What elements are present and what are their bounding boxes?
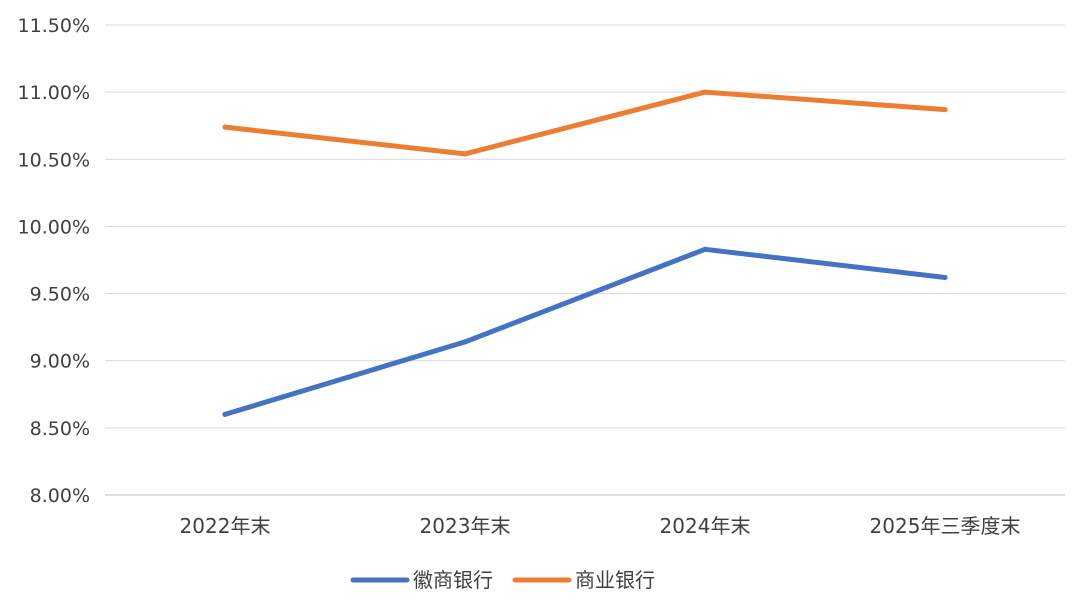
- legend: 徽商银行 商业银行: [350, 568, 655, 592]
- y-tick-label: 11.50%: [18, 15, 90, 37]
- y-tick-label: 10.50%: [18, 149, 90, 171]
- y-tick-label: 8.00%: [30, 485, 90, 507]
- data-point: [702, 89, 708, 95]
- data-point: [942, 274, 948, 280]
- y-tick-label: 9.00%: [30, 351, 90, 373]
- series-lines: [222, 89, 948, 417]
- legend-label: 徽商银行: [413, 568, 493, 592]
- x-tick-label: 2023年末: [420, 514, 511, 538]
- y-tick-label: 8.50%: [30, 418, 90, 440]
- x-tick-label: 2024年末: [660, 514, 751, 538]
- x-axis-tick-labels: 2022年末 2023年末 2024年末 2025年三季度末: [180, 514, 1021, 538]
- data-point: [222, 411, 228, 417]
- series-line-1: [222, 246, 948, 417]
- y-tick-label: 10.00%: [18, 216, 90, 238]
- series-line-2: [222, 89, 948, 157]
- x-tick-label: 2022年末: [180, 514, 271, 538]
- y-tick-label: 9.50%: [30, 284, 90, 306]
- gridlines: [105, 24, 1065, 496]
- legend-label: 商业银行: [575, 568, 655, 592]
- x-tick-label: 2025年三季度末: [870, 514, 1021, 538]
- data-point: [462, 339, 468, 345]
- y-axis-tick-labels: 8.00% 8.50% 9.00% 9.50% 10.00% 10.50% 11.00% 11…: [18, 15, 90, 507]
- data-point: [702, 246, 708, 252]
- data-point: [462, 151, 468, 157]
- y-tick-label: 11.00%: [18, 82, 90, 104]
- data-point: [942, 107, 948, 113]
- data-point: [222, 124, 228, 130]
